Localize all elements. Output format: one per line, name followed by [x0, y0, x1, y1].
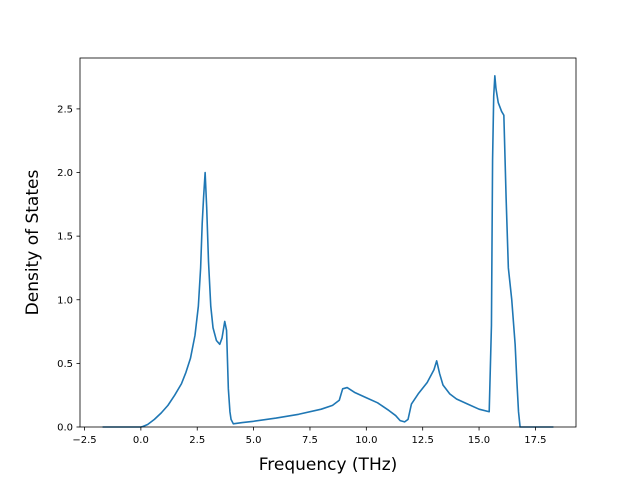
y-tick-label: 0.5: [57, 359, 73, 370]
x-tick-label: 12.5: [412, 435, 434, 446]
x-axis-ticks: −2.5 0.0 2.5 5.0 7.5 10.0 12.5 15.0 17.5: [72, 427, 547, 446]
y-tick-label: 1.0: [57, 295, 73, 306]
x-tick-label: 17.5: [524, 435, 546, 446]
x-tick-label: 5.0: [246, 435, 262, 446]
y-axis-label: Density of States: [23, 170, 43, 316]
x-tick-label: 10.0: [355, 435, 377, 446]
y-tick-label: 1.5: [57, 232, 73, 243]
plot-area: [102, 75, 554, 428]
x-tick-label: 0.0: [133, 435, 149, 446]
x-tick-label: −2.5: [72, 435, 96, 446]
x-tick-label: 2.5: [189, 435, 205, 446]
y-tick-label: 2.0: [57, 168, 73, 179]
x-tick-label: 15.0: [468, 435, 490, 446]
x-tick-label: 7.5: [302, 435, 318, 446]
y-tick-label: 2.5: [57, 104, 73, 115]
x-axis-label: Frequency (THz): [259, 455, 398, 475]
dos-series-line: [102, 75, 554, 428]
plot-frame: [79, 57, 577, 428]
y-axis-ticks: 0.0 0.5 1.0 1.5 2.0 2.5: [57, 104, 80, 434]
y-tick-label: 0.0: [57, 423, 73, 434]
